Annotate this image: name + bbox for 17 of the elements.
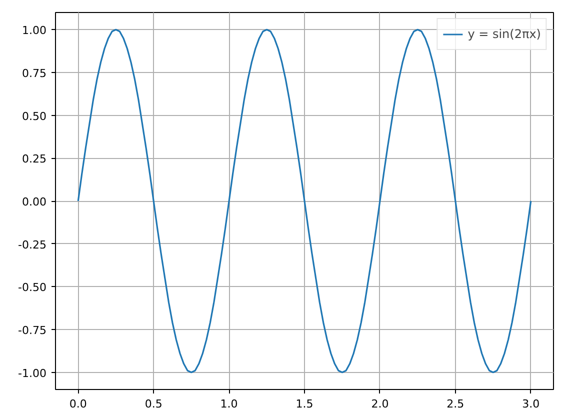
y-tick-label: -0.25	[18, 238, 47, 252]
x-tick-label: 0.0	[69, 398, 87, 410]
x-tick-label: 1.0	[220, 398, 238, 410]
y-tick-label: 0.00	[22, 196, 47, 208]
y-tick-label: -0.75	[18, 324, 47, 338]
y-tick-label: 1.00	[22, 24, 47, 38]
y-tick-label: 0.50	[22, 110, 47, 123]
x-tick-label: 0.5	[144, 398, 162, 410]
legend-label: y = sin(2πx)	[468, 27, 541, 41]
y-tick-label: 0.75	[22, 66, 47, 80]
y-tick-label: -1.00	[18, 366, 47, 380]
y-tick-label: -0.50	[18, 281, 47, 294]
x-tick-label: 2.5	[446, 398, 464, 410]
y-tick-label: 0.25	[22, 152, 47, 166]
x-tick-label: 3.0	[522, 398, 540, 410]
x-tick-label: 1.5	[296, 398, 314, 410]
x-tick-label: 2.0	[371, 398, 389, 410]
